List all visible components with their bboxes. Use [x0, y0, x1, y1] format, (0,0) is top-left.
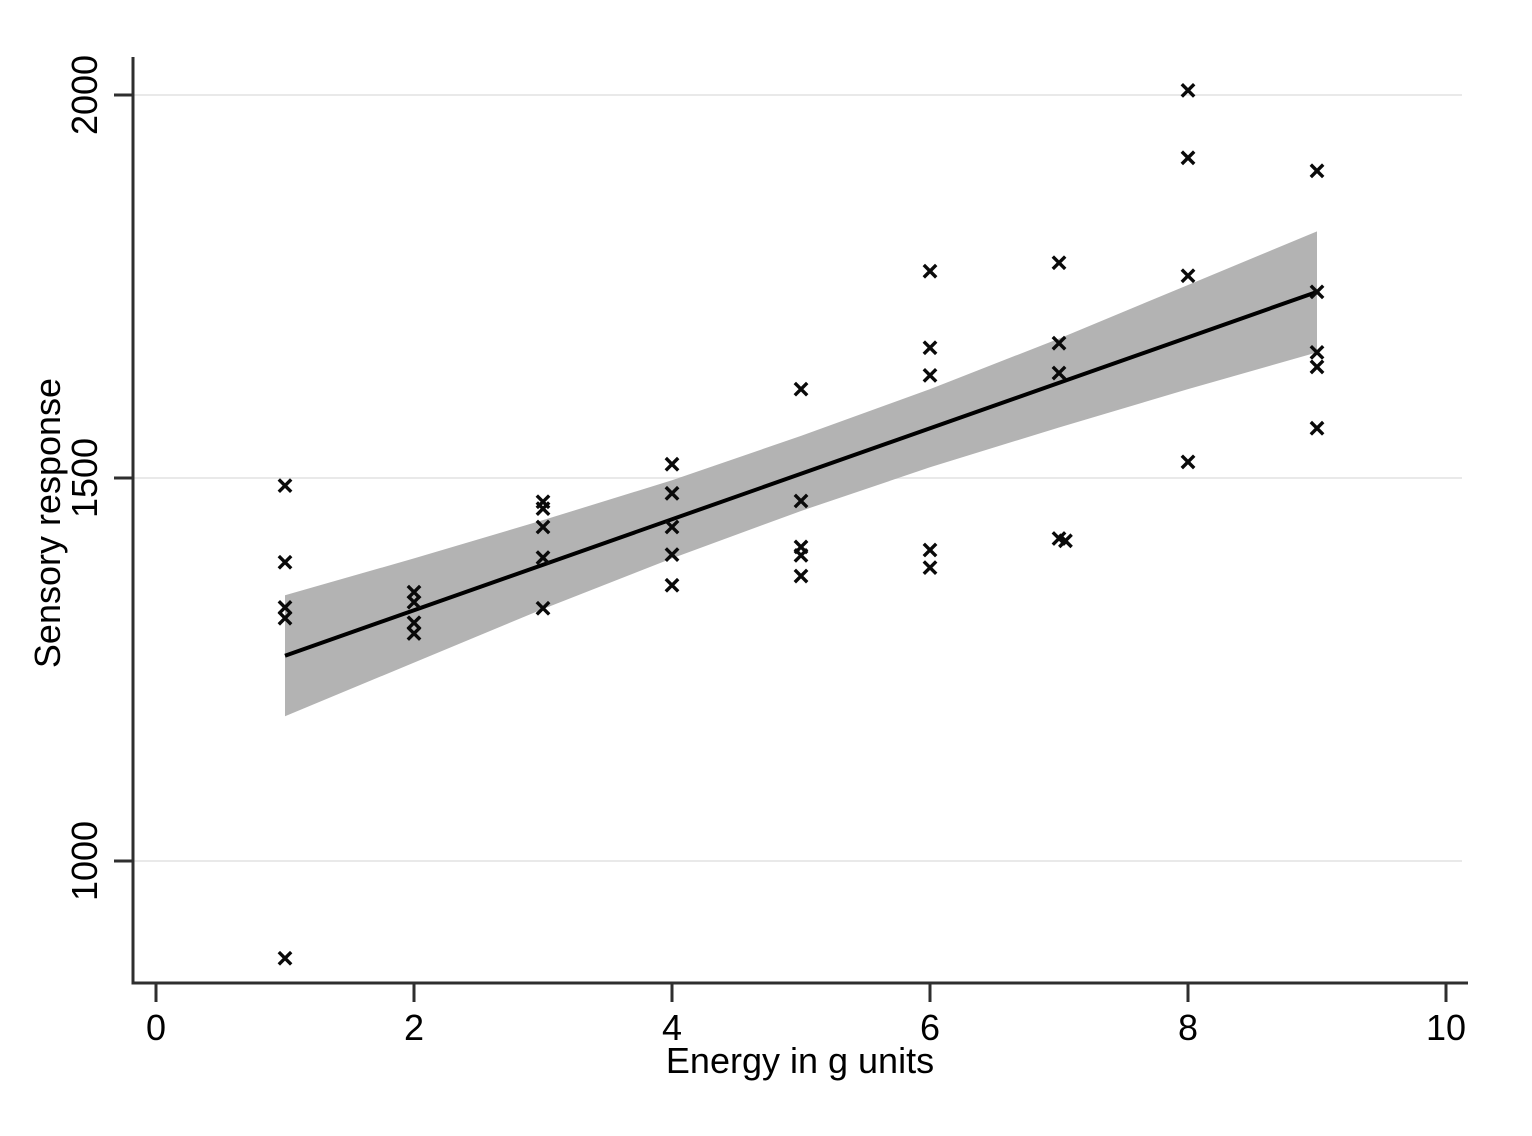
- scatter-marker: [1051, 365, 1067, 381]
- scatter-marker: [922, 263, 938, 279]
- scatter-marker: [1058, 533, 1073, 549]
- scatter-marker: [277, 600, 293, 615]
- scatter-marker: [793, 493, 809, 509]
- scatter-marker: [277, 950, 293, 966]
- scatter-marker: [406, 615, 422, 631]
- scatter-marker: [1180, 268, 1196, 284]
- scatter-marker: [535, 501, 551, 517]
- scatter-marker: [1309, 163, 1325, 179]
- scatter-marker: [535, 519, 551, 535]
- scatter-marker: [277, 478, 293, 494]
- scatter-marker: [406, 626, 422, 641]
- scatter-marker: [664, 577, 680, 593]
- scatter-marker: [277, 610, 293, 626]
- scatter-marker: [922, 560, 938, 576]
- scatter-marker: [1180, 83, 1196, 98]
- y-tick-label: 2000: [64, 55, 105, 135]
- scatter-marker: [1180, 454, 1196, 470]
- scatter-marker: [1309, 420, 1325, 436]
- y-axis-title: Sensory response: [27, 378, 68, 668]
- scatter-marker: [1309, 359, 1325, 375]
- scatter-marker: [277, 554, 293, 570]
- x-tick-label: 10: [1426, 1007, 1466, 1048]
- chart-layers: 1000 1500 2000 0 2 4 6 8 10: [64, 55, 1468, 1048]
- scatter-marker: [922, 542, 938, 558]
- scatter-marker: [1051, 255, 1067, 271]
- scatter-marker: [406, 594, 422, 610]
- x-tick-label: 0: [146, 1007, 166, 1048]
- scatter-marker: [664, 519, 680, 535]
- scatter-marker: [922, 367, 938, 383]
- x-tick-label: 8: [1178, 1007, 1198, 1048]
- scatter-marker: [793, 547, 809, 563]
- scatter-marker: [1309, 344, 1325, 360]
- y-tick-label: 1500: [64, 438, 105, 518]
- scatter-marker: [535, 600, 551, 616]
- scatter-marker: [664, 485, 680, 501]
- scatter-marker: [535, 550, 551, 566]
- scatter-marker: [1051, 335, 1067, 351]
- scatter-marker: [922, 340, 938, 356]
- scatter-marker: [1180, 150, 1196, 166]
- x-tick-label: 4: [662, 1007, 682, 1048]
- y-tick-label: 1000: [64, 821, 105, 901]
- x-tick-label: 6: [920, 1007, 940, 1048]
- x-axis-title: Energy in g units: [666, 1040, 934, 1081]
- x-tick-label: 2: [404, 1007, 424, 1048]
- scatter-marker: [664, 456, 680, 472]
- scatter-marker: [1309, 284, 1325, 300]
- scatter-marker: [664, 547, 680, 563]
- fit-line: [284, 289, 1318, 658]
- scatter-marker: [793, 568, 809, 584]
- scatter-marker: [793, 381, 809, 397]
